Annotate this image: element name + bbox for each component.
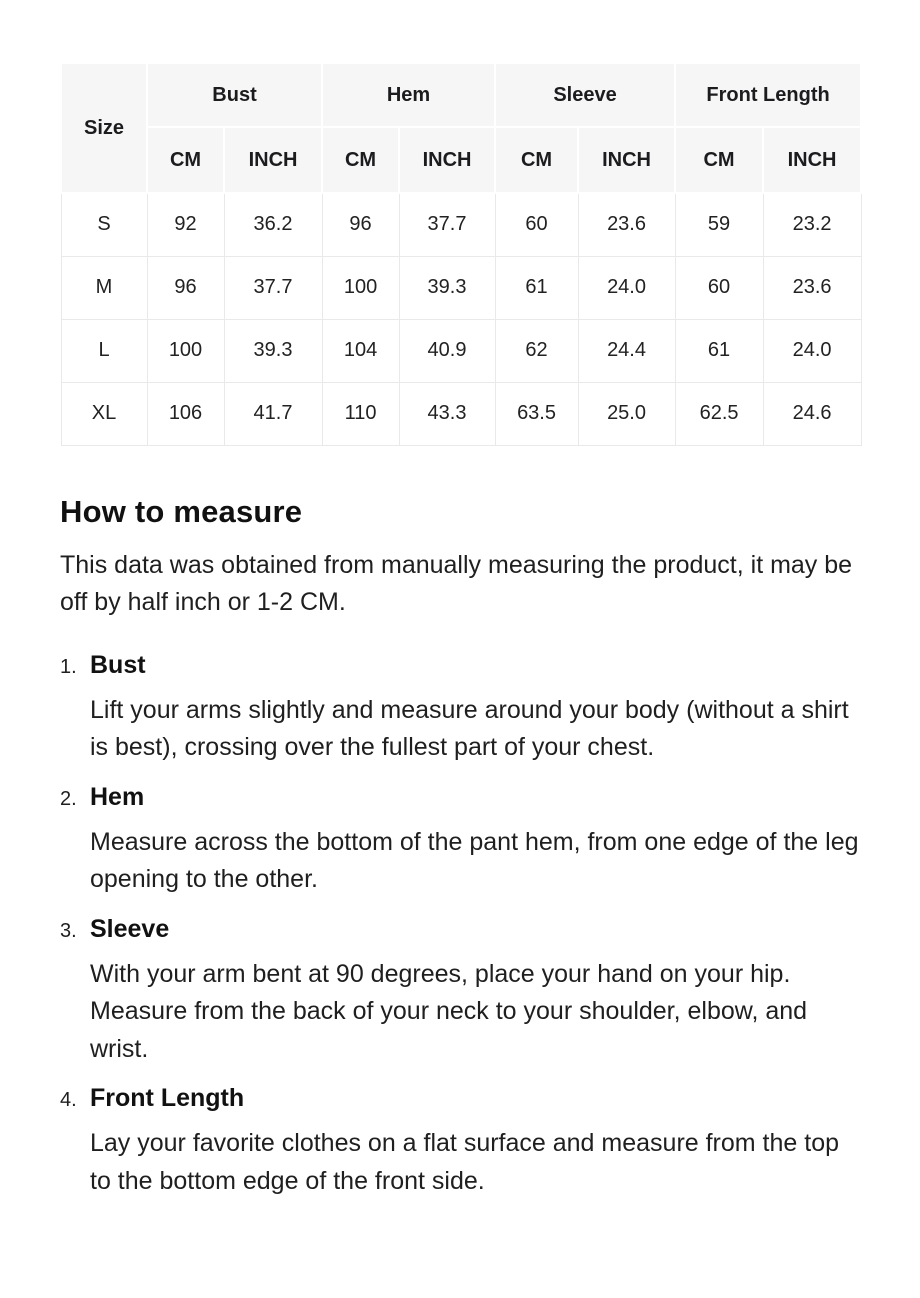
step-title: Bust (90, 650, 146, 679)
measurement-cell: 39.3 (398, 255, 496, 320)
measurement-cell: 60 (494, 192, 579, 257)
measurement-cell: 36.2 (223, 192, 323, 257)
measurement-cell: 100 (321, 255, 400, 320)
measurement-cell: 62 (494, 318, 579, 383)
measurement-cell: 37.7 (223, 255, 323, 320)
size-chart-table: Size Bust Hem Sleeve Front Length CM INC… (60, 62, 863, 446)
table-row-size-l: L 100 39.3 104 40.9 62 24.4 61 24.0 (60, 318, 862, 383)
step-number: 3. (60, 919, 77, 942)
step-title: Sleeve (90, 914, 170, 943)
table-row-size-s: S 92 36.2 96 37.7 60 23.6 59 23.2 (60, 192, 862, 257)
measure-step-front-length: 4. Front Length Lay your favorite clothe… (60, 1079, 860, 1200)
table-row-size-m: M 96 37.7 100 39.3 61 24.0 60 23.6 (60, 255, 862, 320)
how-to-measure-heading: How to measure (60, 493, 303, 529)
step-description: Lay your favorite clothes on a flat surf… (90, 1129, 840, 1195)
size-cell: L (60, 318, 148, 383)
measure-steps-list: 1. Bust Lift your arms slightly and meas… (60, 646, 860, 1201)
measure-intro-text: This data was obtained from manually mea… (60, 550, 853, 617)
step-number: 4. (60, 1089, 77, 1111)
measure-step-bust: 1. Bust Lift your arms slightly and meas… (60, 646, 860, 767)
size-cell: XL (60, 381, 148, 446)
measurement-cell: 37.7 (398, 192, 496, 257)
measurement-cell: 24.0 (762, 318, 862, 383)
measurement-cell: 41.7 (223, 381, 323, 446)
col-subheader-bust-inch: INCH (222, 126, 324, 194)
measurement-cell: 104 (321, 318, 400, 383)
col-subheader-sleeve-inch: INCH (577, 126, 677, 194)
size-cell: M (60, 255, 148, 320)
measurement-cell: 24.4 (577, 318, 676, 383)
measurement-cell: 60 (674, 255, 764, 320)
measurement-cell: 110 (321, 381, 400, 446)
step-title: Front Length (90, 1084, 245, 1112)
size-cell: S (60, 192, 148, 257)
col-group-sleeve: Sleeve (494, 62, 677, 128)
col-subheader-front-length-cm: CM (674, 126, 765, 194)
measurement-cell: 23.6 (762, 255, 862, 320)
measurement-cell: 24.6 (762, 381, 862, 446)
measurement-cell: 106 (146, 381, 225, 446)
measurement-cell: 96 (321, 192, 400, 257)
step-description: Lift your arms slightly and measure arou… (90, 695, 849, 762)
measurement-cell: 62.5 (674, 381, 764, 446)
measurement-cell: 25.0 (577, 381, 676, 446)
measurement-cell: 61 (674, 318, 764, 383)
measurement-cell: 100 (146, 318, 225, 383)
col-subheader-sleeve-cm: CM (494, 126, 580, 194)
col-group-hem: Hem (321, 62, 497, 128)
step-body: Sleeve With your arm bent at 90 degrees,… (90, 910, 860, 1069)
step-body: Front Length Lay your favorite clothes o… (90, 1079, 860, 1200)
measurement-cell: 40.9 (398, 318, 496, 383)
col-header-size: Size (60, 62, 148, 194)
col-subheader-front-length-inch: INCH (762, 126, 863, 194)
step-body: Hem Measure across the bottom of the pan… (90, 778, 860, 899)
col-subheader-hem-inch: INCH (398, 126, 497, 194)
measurement-cell: 23.2 (762, 192, 862, 257)
measurement-cell: 92 (146, 192, 225, 257)
col-subheader-hem-cm: CM (321, 126, 401, 194)
measurement-cell: 39.3 (223, 318, 323, 383)
col-group-bust: Bust (145, 62, 324, 128)
col-subheader-bust-cm: CM (146, 126, 225, 194)
step-body: Bust Lift your arms slightly and measure… (90, 646, 860, 767)
step-number: 1. (60, 655, 77, 678)
measurement-cell: 59 (674, 192, 764, 257)
measurement-cell: 23.6 (577, 192, 676, 257)
size-guide-page: Size Bust Hem Sleeve Front Length CM INC… (60, 62, 863, 1201)
measure-step-hem: 2. Hem Measure across the bottom of the … (60, 778, 860, 899)
step-description: With your arm bent at 90 degrees, place … (90, 959, 808, 1063)
step-number: 2. (60, 787, 77, 810)
measure-step-sleeve: 3. Sleeve With your arm bent at 90 degre… (60, 910, 860, 1069)
col-group-front-length: Front Length (674, 62, 863, 128)
measurement-cell: 24.0 (577, 255, 676, 320)
step-title: Hem (90, 782, 145, 811)
measurement-cell: 63.5 (494, 381, 579, 446)
measurement-cell: 43.3 (398, 381, 496, 446)
step-description: Measure across the bottom of the pant he… (90, 827, 859, 894)
measurement-cell: 96 (146, 255, 225, 320)
measurement-cell: 61 (494, 255, 579, 320)
table-row-size-xl: XL 106 41.7 110 43.3 63.5 25.0 62.5 24.6 (60, 381, 862, 446)
